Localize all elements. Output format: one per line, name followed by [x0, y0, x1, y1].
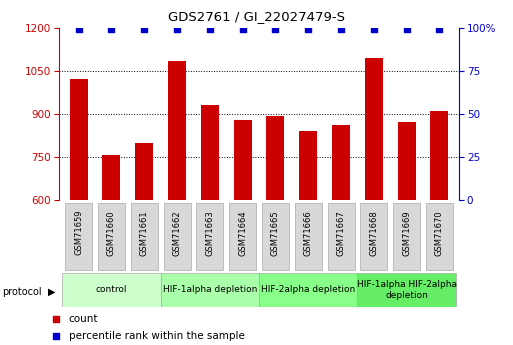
Text: GSM71665: GSM71665	[271, 210, 280, 256]
FancyBboxPatch shape	[196, 203, 223, 270]
FancyBboxPatch shape	[98, 203, 125, 270]
Text: GSM71667: GSM71667	[337, 210, 346, 256]
Point	[305, 90, 313, 95]
Text: GSM71664: GSM71664	[238, 210, 247, 256]
Point	[239, 27, 247, 32]
Point	[337, 27, 345, 32]
Bar	[332, 125, 350, 200]
Text: control: control	[96, 285, 127, 294]
Text: protocol: protocol	[3, 287, 42, 296]
Point	[271, 27, 280, 32]
Point	[436, 27, 444, 32]
Bar	[161, 273, 259, 307]
Point	[305, 247, 313, 252]
Bar	[398, 122, 416, 200]
FancyBboxPatch shape	[295, 203, 322, 270]
Text: GSM71661: GSM71661	[140, 210, 149, 256]
FancyBboxPatch shape	[426, 203, 453, 270]
Point	[206, 27, 214, 32]
Bar	[62, 273, 161, 307]
Bar	[365, 58, 383, 200]
FancyBboxPatch shape	[131, 203, 157, 270]
Text: HIF-1alpha HIF-2alpha
depletion: HIF-1alpha HIF-2alpha depletion	[357, 280, 457, 299]
Bar	[259, 273, 358, 307]
Point	[107, 27, 115, 32]
Point	[304, 27, 312, 32]
FancyBboxPatch shape	[393, 203, 420, 270]
Text: GSM71663: GSM71663	[205, 210, 214, 256]
Text: GSM71669: GSM71669	[402, 210, 411, 256]
Bar	[135, 142, 153, 200]
Bar	[103, 155, 121, 200]
Text: HIF-1alpha depletion: HIF-1alpha depletion	[163, 285, 257, 294]
Text: ▶: ▶	[48, 287, 55, 296]
Text: GDS2761 / GI_22027479-S: GDS2761 / GI_22027479-S	[168, 10, 345, 23]
Text: GSM71662: GSM71662	[172, 210, 182, 256]
FancyBboxPatch shape	[328, 203, 354, 270]
FancyBboxPatch shape	[229, 203, 256, 270]
Point	[370, 27, 378, 32]
Text: GSM71660: GSM71660	[107, 210, 116, 256]
Point	[140, 27, 148, 32]
Bar	[266, 116, 285, 200]
Text: count: count	[69, 314, 98, 324]
Bar	[430, 111, 448, 200]
Bar	[299, 131, 317, 200]
FancyBboxPatch shape	[361, 203, 387, 270]
Text: GSM71659: GSM71659	[74, 210, 83, 255]
Bar	[70, 79, 88, 200]
Bar	[358, 273, 456, 307]
Text: percentile rank within the sample: percentile rank within the sample	[69, 332, 245, 341]
Point	[173, 27, 181, 32]
Bar	[233, 120, 252, 200]
FancyBboxPatch shape	[164, 203, 190, 270]
Text: GSM71670: GSM71670	[435, 210, 444, 256]
FancyBboxPatch shape	[262, 203, 289, 270]
Bar	[201, 105, 219, 200]
Point	[74, 27, 83, 32]
Text: HIF-2alpha depletion: HIF-2alpha depletion	[261, 285, 356, 294]
Text: GSM71668: GSM71668	[369, 210, 379, 256]
Text: GSM71666: GSM71666	[304, 210, 313, 256]
Bar	[168, 61, 186, 200]
Point	[403, 27, 411, 32]
FancyBboxPatch shape	[65, 203, 92, 270]
